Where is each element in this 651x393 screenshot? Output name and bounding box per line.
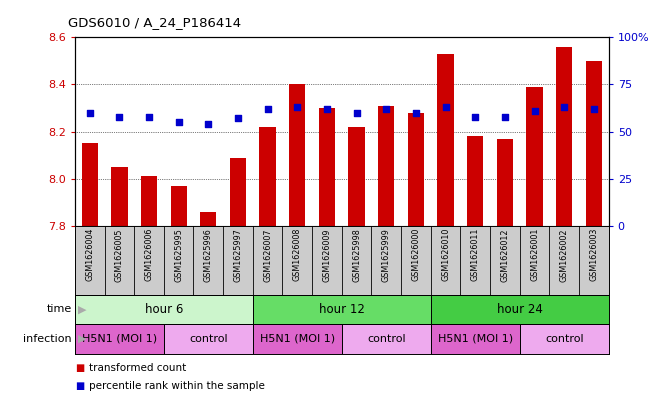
Text: time: time xyxy=(46,305,72,314)
Bar xyxy=(75,295,253,324)
Bar xyxy=(253,324,342,354)
Point xyxy=(381,106,391,112)
Point xyxy=(233,115,243,121)
Point xyxy=(440,104,450,110)
Bar xyxy=(467,136,484,226)
Text: H5N1 (MOI 1): H5N1 (MOI 1) xyxy=(260,334,335,344)
Point xyxy=(470,114,480,120)
Bar xyxy=(527,87,543,226)
Bar xyxy=(81,143,98,226)
Point xyxy=(322,106,332,112)
Bar xyxy=(141,176,157,226)
Text: GDS6010 / A_24_P186414: GDS6010 / A_24_P186414 xyxy=(68,17,242,29)
Text: GSM1626003: GSM1626003 xyxy=(589,228,598,281)
Text: control: control xyxy=(545,334,583,344)
Text: GSM1625997: GSM1625997 xyxy=(234,228,242,282)
Bar xyxy=(319,108,335,226)
Text: GSM1626004: GSM1626004 xyxy=(85,228,94,281)
Text: GSM1626001: GSM1626001 xyxy=(530,228,539,281)
Point xyxy=(500,114,510,120)
Text: GSM1626012: GSM1626012 xyxy=(501,228,509,281)
Bar xyxy=(253,295,431,324)
Point xyxy=(292,104,303,110)
Point xyxy=(144,114,154,120)
Bar xyxy=(519,324,609,354)
Bar xyxy=(260,127,276,226)
Text: GSM1626007: GSM1626007 xyxy=(263,228,272,281)
Point xyxy=(173,119,184,125)
Bar xyxy=(164,324,253,354)
Point xyxy=(203,121,214,127)
Point xyxy=(352,110,362,116)
Point xyxy=(411,110,421,116)
Point xyxy=(559,104,570,110)
Text: GSM1626006: GSM1626006 xyxy=(145,228,154,281)
Bar xyxy=(75,324,164,354)
Point xyxy=(529,108,540,114)
Bar xyxy=(586,61,602,226)
Bar xyxy=(289,84,305,226)
Point xyxy=(262,106,273,112)
Bar xyxy=(348,127,365,226)
Point xyxy=(85,110,95,116)
Text: hour 6: hour 6 xyxy=(145,303,183,316)
Bar xyxy=(437,54,454,226)
Text: ■: ■ xyxy=(75,380,84,391)
Text: GSM1625995: GSM1625995 xyxy=(174,228,183,282)
Text: GSM1625998: GSM1625998 xyxy=(352,228,361,282)
Text: GSM1626000: GSM1626000 xyxy=(411,228,421,281)
Text: GSM1626011: GSM1626011 xyxy=(471,228,480,281)
Bar xyxy=(431,324,519,354)
Text: ■: ■ xyxy=(75,363,84,373)
Bar xyxy=(556,47,572,226)
Text: GSM1626008: GSM1626008 xyxy=(293,228,302,281)
Text: GSM1625996: GSM1625996 xyxy=(204,228,213,282)
Point xyxy=(114,114,124,120)
Text: GSM1625999: GSM1625999 xyxy=(381,228,391,282)
Bar xyxy=(497,139,513,226)
Bar xyxy=(171,186,187,226)
Text: infection: infection xyxy=(23,334,72,344)
Text: hour 24: hour 24 xyxy=(497,303,543,316)
Bar xyxy=(431,295,609,324)
Bar xyxy=(111,167,128,226)
Text: hour 12: hour 12 xyxy=(319,303,365,316)
Text: ▶: ▶ xyxy=(78,334,87,344)
Text: H5N1 (MOI 1): H5N1 (MOI 1) xyxy=(437,334,513,344)
Text: percentile rank within the sample: percentile rank within the sample xyxy=(89,380,265,391)
Text: GSM1626002: GSM1626002 xyxy=(560,228,569,281)
Bar xyxy=(378,106,395,226)
Text: H5N1 (MOI 1): H5N1 (MOI 1) xyxy=(82,334,157,344)
Bar xyxy=(230,158,246,226)
Bar xyxy=(342,324,431,354)
Text: GSM1626005: GSM1626005 xyxy=(115,228,124,281)
Text: control: control xyxy=(189,334,228,344)
Bar xyxy=(200,212,217,226)
Text: GSM1626009: GSM1626009 xyxy=(322,228,331,281)
Text: control: control xyxy=(367,334,406,344)
Point xyxy=(589,106,599,112)
Text: transformed count: transformed count xyxy=(89,363,186,373)
Text: ▶: ▶ xyxy=(78,305,87,314)
Text: GSM1626010: GSM1626010 xyxy=(441,228,450,281)
Bar xyxy=(408,113,424,226)
